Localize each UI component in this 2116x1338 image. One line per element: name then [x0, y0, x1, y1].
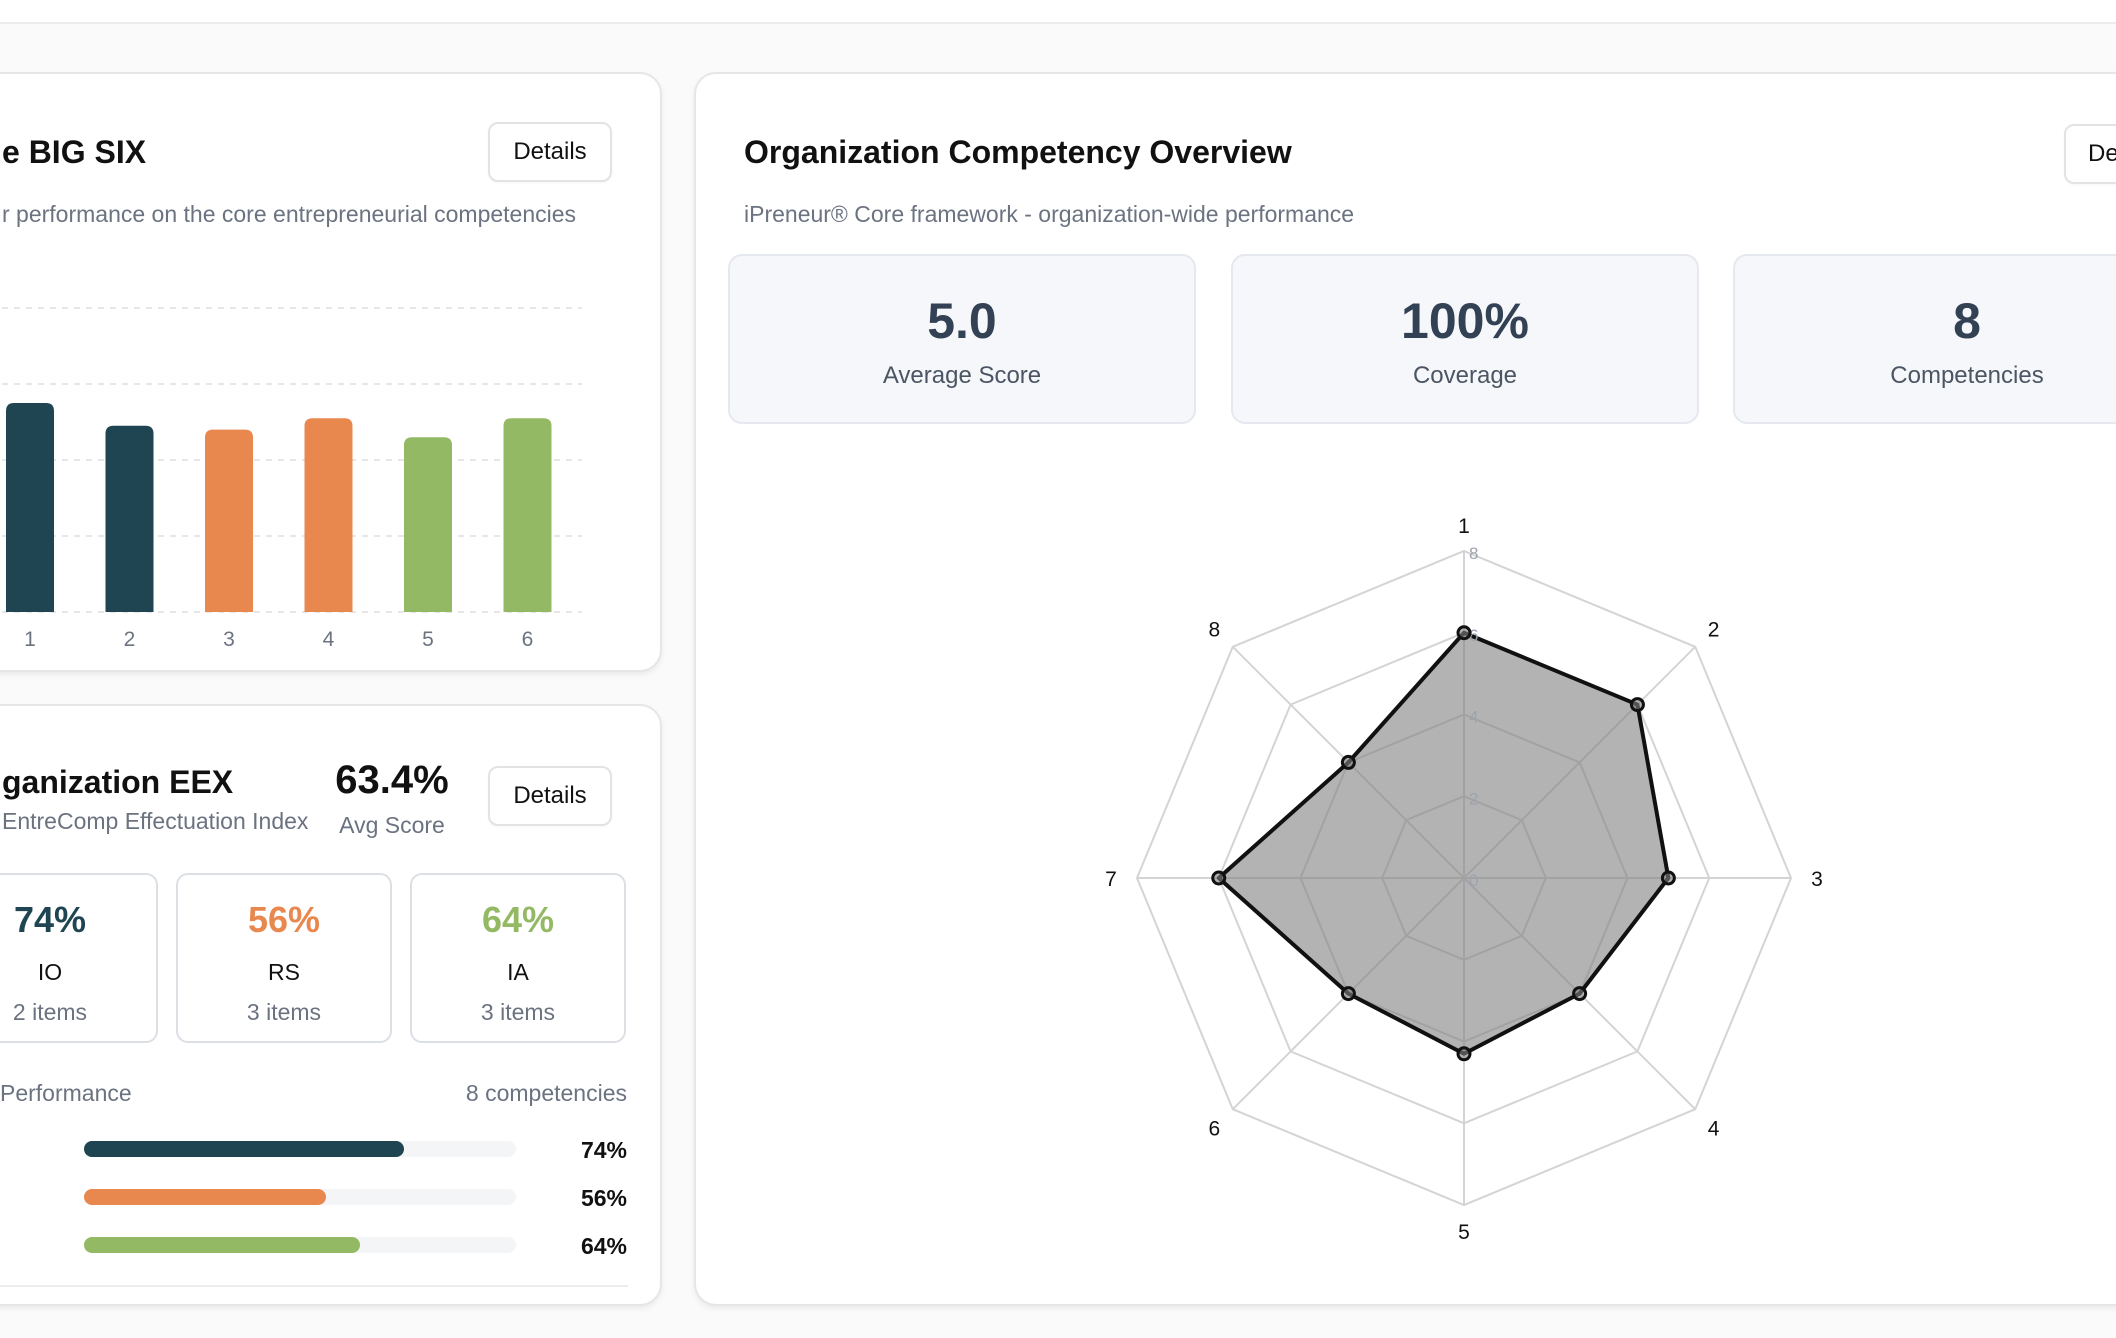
eex-box-value: 74%	[13, 899, 87, 940]
bar-mark	[205, 429, 253, 612]
radar-r-tick-label: 2	[1469, 789, 1478, 808]
eex-box-items: 3 items	[480, 999, 556, 1025]
big-six-bar-chart: 1 2 3 4 5 6	[2, 307, 582, 651]
eex-box-name: IO	[37, 959, 63, 985]
radar-point	[1340, 754, 1356, 770]
stat-value: 5.0	[927, 293, 997, 349]
stat-value: 100%	[1401, 293, 1529, 349]
eex-box-io: 74% IO 2 items	[0, 873, 158, 1043]
eex-subtitle: EntreComp Effectuation Index	[2, 808, 309, 834]
radar-category-label: 1	[1458, 515, 1470, 538]
eex-box-rs: 56% RS 3 items	[176, 873, 392, 1043]
overview-subtitle: iPreneur® Core framework - organization-…	[744, 201, 1355, 227]
radar-category-label: 2	[1708, 618, 1720, 641]
bar-mark	[404, 437, 452, 612]
stat-value: 8	[1953, 293, 1981, 349]
eex-box-value: 64%	[481, 899, 555, 940]
radar-r-tick-label: 0	[1469, 871, 1478, 890]
radar-category-label: 4	[1708, 1118, 1720, 1141]
progress-track-io	[84, 1141, 516, 1157]
progress-fill-rs	[84, 1189, 326, 1205]
bar-tick-label: 3	[223, 628, 235, 651]
bar-tick-label: 4	[323, 628, 335, 651]
radar-series-area	[1216, 630, 1671, 1056]
eex-avg-value: 63.4%	[335, 758, 449, 802]
stat-label: Average Score	[882, 362, 1042, 389]
top-bar	[0, 0, 2116, 24]
radar-point	[1340, 986, 1356, 1002]
eex-box-name: RS	[268, 959, 300, 985]
big-six-subtitle: r performance on the core entrepreneuria…	[2, 201, 577, 227]
radar-point	[1456, 1046, 1472, 1062]
competency-radar-chart: 0 2 4 6 8 1 2 3 4 5 6 7 8	[1105, 515, 1823, 1244]
bar-mark	[105, 425, 154, 612]
big-six-details-button[interactable]: Details	[488, 122, 612, 182]
progress-track-rs	[84, 1189, 516, 1205]
stat-average-score: 5.0 Average Score	[728, 254, 1196, 424]
radar-point	[1660, 870, 1676, 886]
progress-pct-io: 74%	[580, 1137, 627, 1163]
bar-tick-label: 5	[422, 628, 434, 651]
radar-category-label: 8	[1209, 618, 1221, 641]
radar-point	[1211, 870, 1227, 886]
bar-tick-label: 1	[24, 628, 36, 651]
stat-coverage: 100% Coverage	[1231, 254, 1699, 424]
progress-track-ia	[84, 1237, 516, 1253]
progress-fill-ia	[84, 1237, 361, 1253]
overview-details-button[interactable]: De	[2064, 124, 2116, 184]
progress-fill-io	[84, 1141, 404, 1157]
bar-tick-label: 2	[124, 628, 136, 651]
radar-point	[1572, 986, 1588, 1002]
radar-r-tick-label: 4	[1469, 708, 1478, 727]
eex-box-items: 3 items	[246, 999, 322, 1025]
stat-label: Coverage	[1412, 362, 1518, 389]
competencies-count: 8 competencies	[465, 1080, 627, 1106]
radar-category-label: 3	[1811, 868, 1823, 891]
big-six-title: e BIG SIX	[2, 134, 147, 170]
progress-pct-rs: 56%	[580, 1185, 627, 1211]
radar-point	[1629, 697, 1645, 713]
eex-box-items: 2 items	[12, 999, 88, 1025]
eex-details-button[interactable]: Details	[488, 766, 612, 826]
stat-competencies: 8 Competencies	[1733, 254, 2116, 424]
progress-pct-ia: 64%	[580, 1233, 627, 1259]
eex-box-ia: 64% IA 3 items	[410, 873, 626, 1043]
eex-divider	[0, 1285, 628, 1287]
radar-r-tick-label: 8	[1469, 544, 1478, 563]
bar-mark	[6, 403, 54, 612]
bar-tick-label: 6	[522, 628, 534, 651]
overview-title: Organization Competency Overview	[744, 134, 1292, 170]
eex-box-value: 56%	[247, 899, 321, 940]
bar-mark	[503, 418, 552, 612]
bar-mark	[304, 418, 353, 612]
stat-label: Competencies	[1890, 362, 2044, 389]
radar-category-label: 6	[1209, 1118, 1221, 1141]
eex-title: ganization EEX	[2, 764, 234, 800]
performance-label: Performance	[0, 1080, 132, 1106]
radar-r-tick-label: 6	[1469, 626, 1478, 645]
radar-point	[1456, 625, 1472, 641]
big-six-card: e BIG SIX Details r performance on the c…	[0, 72, 662, 672]
radar-category-label: 5	[1458, 1221, 1470, 1244]
eex-avg-label: Avg Score	[339, 812, 445, 838]
eex-box-name: IA	[507, 959, 529, 985]
radar-category-label: 7	[1105, 868, 1117, 891]
